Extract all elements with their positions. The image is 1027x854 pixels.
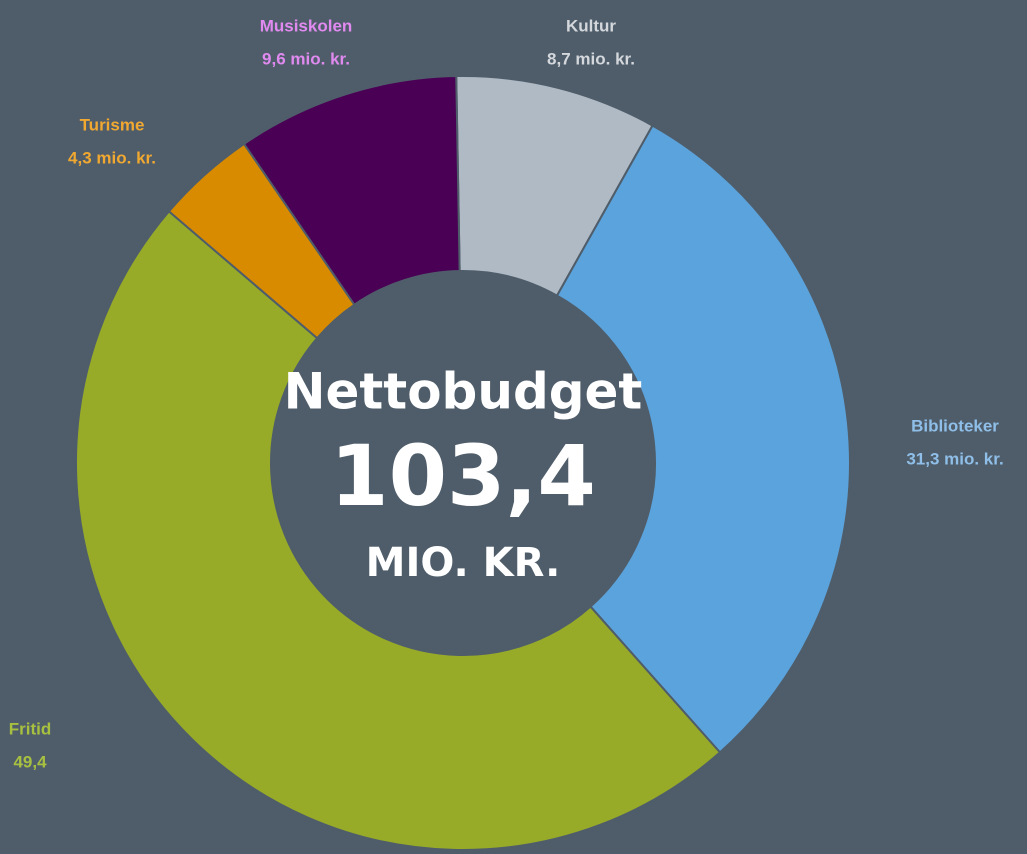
slice bbox=[75, 209, 722, 851]
slice bbox=[242, 75, 461, 307]
center-text: Nettobudget bbox=[284, 363, 643, 421]
value-label: 4,3 mio. kr. bbox=[68, 148, 156, 167]
slice bbox=[555, 124, 851, 754]
value-label: 9,6 mio. kr. bbox=[262, 49, 350, 68]
slice-label: Musiskolen bbox=[260, 16, 353, 35]
value-label: 49,4 bbox=[13, 752, 47, 771]
center-text: MIO. KR. bbox=[366, 540, 561, 586]
slice-label: Turisme bbox=[80, 115, 145, 134]
value-label: 8,7 mio. kr. bbox=[547, 49, 635, 68]
center-text: 103,4 bbox=[330, 427, 596, 525]
slice-label: Biblioteker bbox=[911, 416, 999, 435]
slice-label: Kultur bbox=[566, 16, 616, 35]
slice-label: Fritid bbox=[9, 719, 52, 738]
value-label: 31,3 mio. kr. bbox=[906, 449, 1003, 468]
